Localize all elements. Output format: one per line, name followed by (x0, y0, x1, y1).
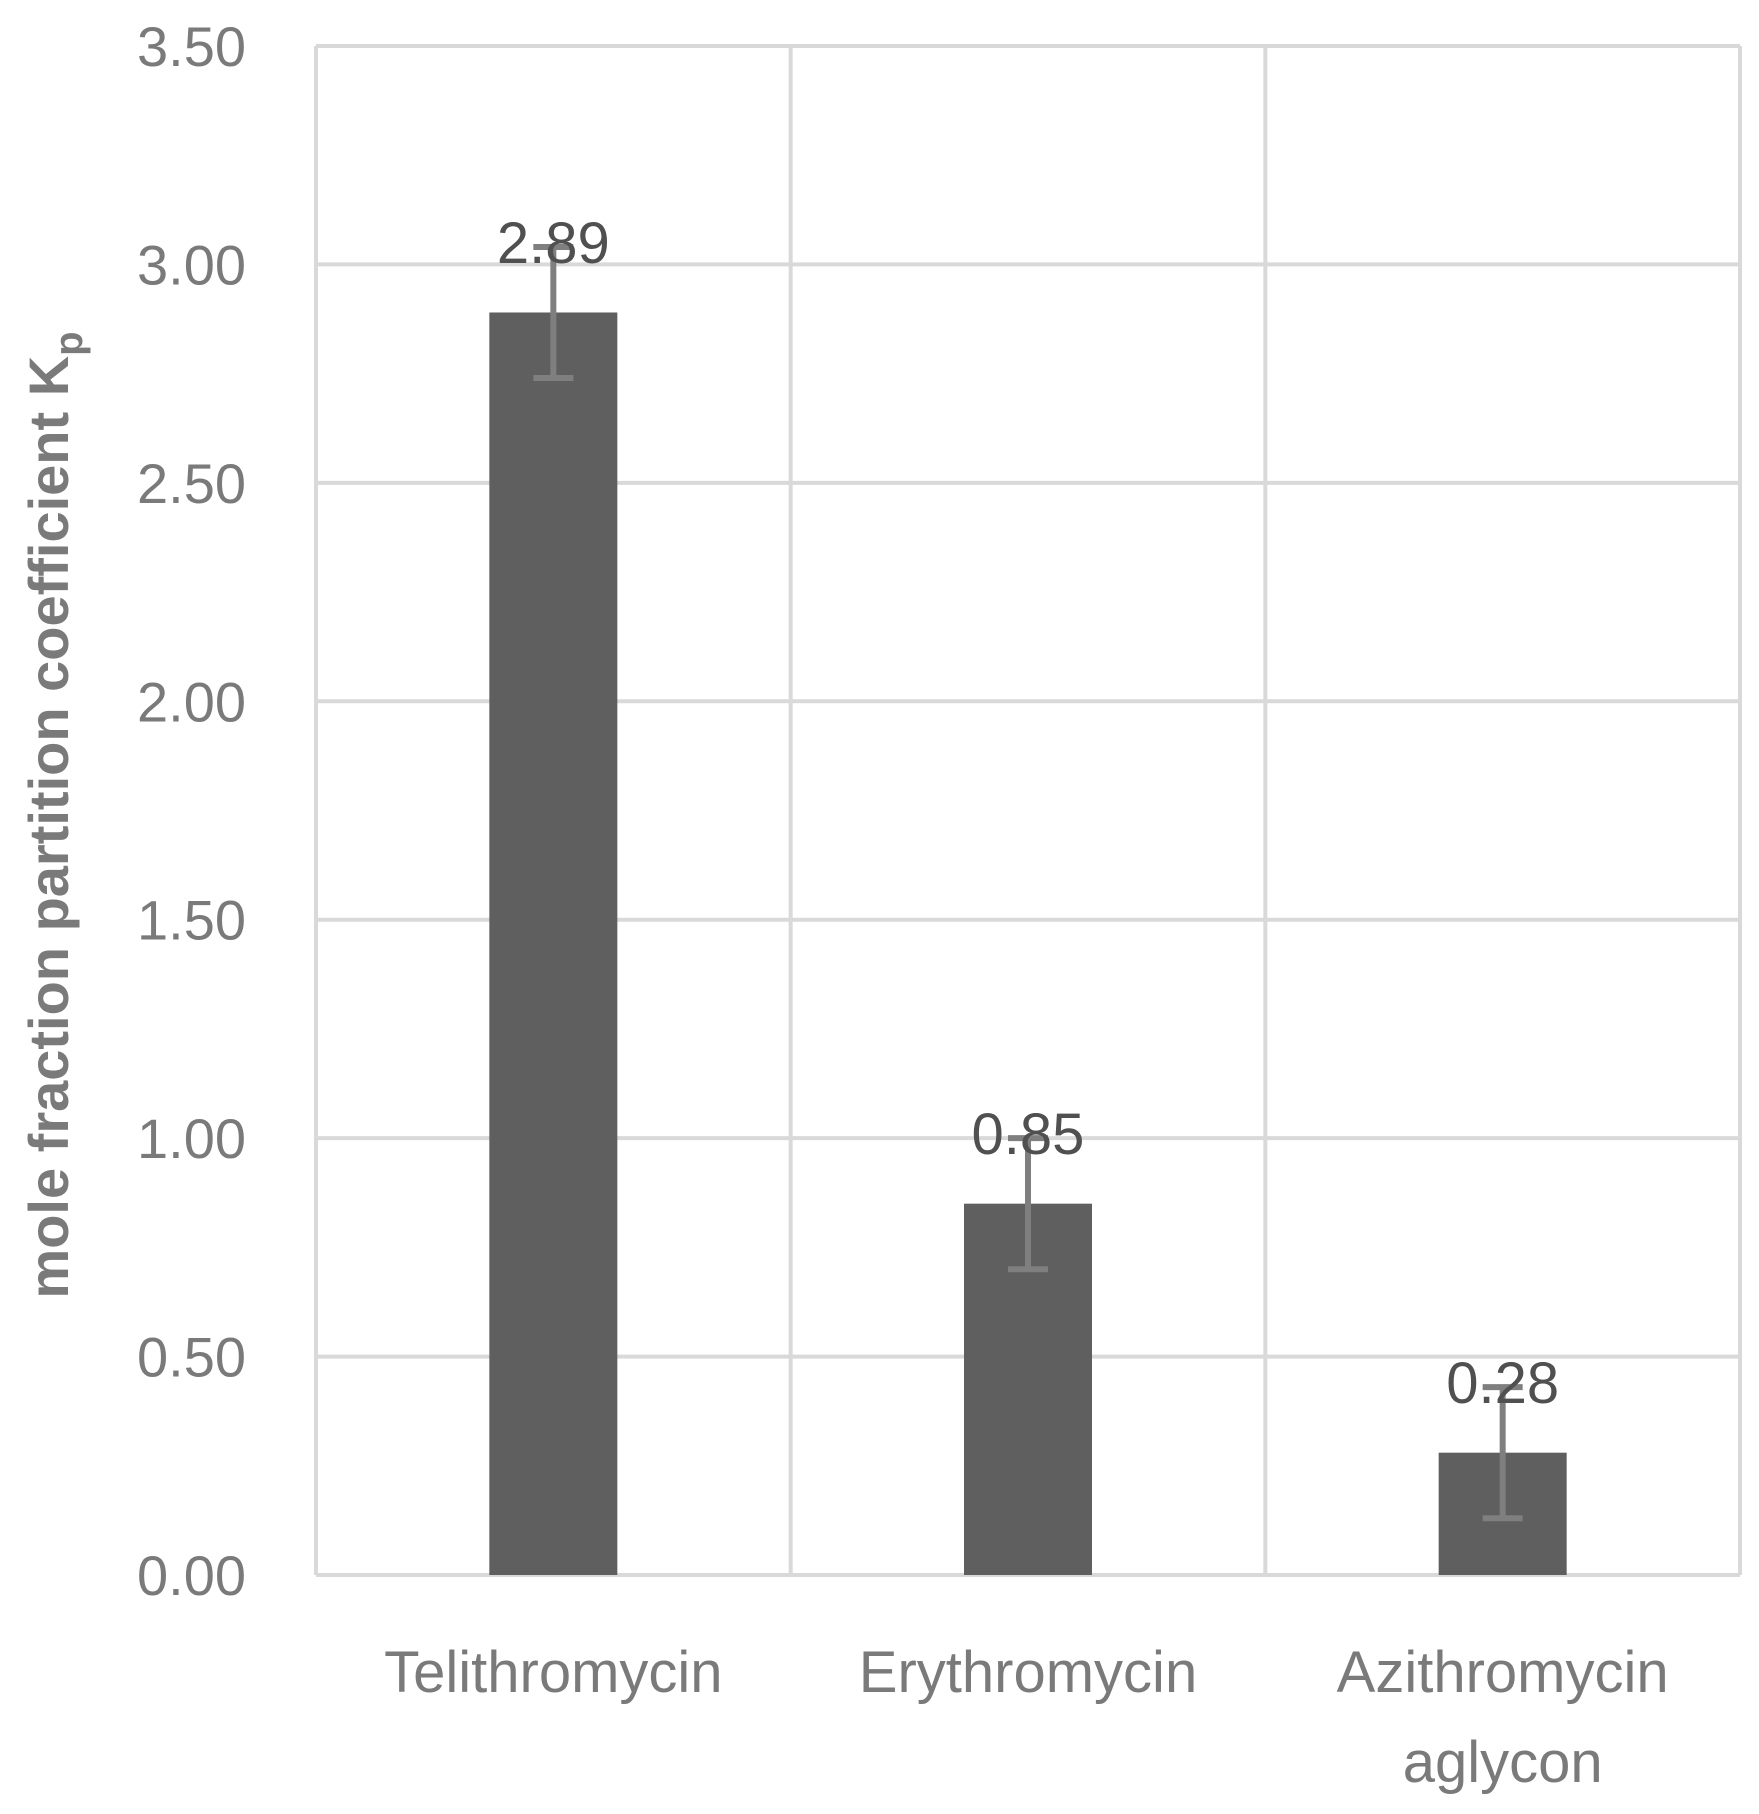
y-axis-ticks: 0.00 0.50 1.00 1.50 2.00 2.50 3.00 3.50 (137, 15, 246, 1607)
y-tick-label: 2.00 (137, 670, 246, 733)
bar (489, 312, 618, 1575)
x-category-label-line: Telithromycin (384, 1640, 722, 1705)
x-category-label: Telithromycin (384, 1640, 722, 1705)
y-tick-label: 3.50 (137, 15, 246, 78)
y-tick-label: 3.00 (137, 233, 246, 296)
x-category-label: Azithromycin aglycon (1337, 1640, 1669, 1795)
data-label: 0.85 (972, 1102, 1085, 1167)
y-tick-label: 0.00 (137, 1544, 246, 1607)
data-label: 2.89 (497, 211, 610, 276)
y-axis-title-text: mole fraction partition coefficient K (17, 356, 80, 1299)
y-axis-title-subscript: p (47, 331, 91, 355)
y-tick-label: 0.50 (137, 1326, 246, 1389)
x-category-label: Erythromycin (859, 1640, 1197, 1705)
data-labels: 2.89 0.85 0.28 (497, 211, 1559, 1416)
y-tick-label: 1.50 (137, 889, 246, 952)
y-tick-label: 2.50 (137, 452, 246, 515)
error-bars (533, 243, 1523, 1522)
x-axis-categories: Telithromycin Erythromycin Azithromycin agl… (384, 1640, 1669, 1795)
y-tick-label: 1.00 (137, 1107, 246, 1170)
x-category-label-line: aglycon (1403, 1730, 1603, 1795)
data-label: 0.28 (1446, 1351, 1559, 1416)
x-category-label-line: Erythromycin (859, 1640, 1197, 1705)
y-axis-title: mole fraction partition coefficient Kp (17, 331, 91, 1298)
x-category-label-line: Azithromycin (1337, 1640, 1669, 1705)
bars (489, 312, 1567, 1575)
